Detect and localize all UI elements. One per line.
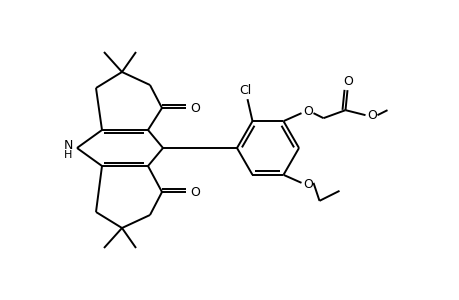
Text: O: O (303, 105, 313, 118)
Text: O: O (190, 101, 200, 115)
Text: Cl: Cl (239, 84, 251, 97)
Text: N: N (63, 139, 73, 152)
Text: O: O (367, 109, 377, 122)
Text: H: H (64, 150, 72, 160)
Text: O: O (190, 185, 200, 199)
Text: O: O (303, 178, 313, 191)
Text: O: O (343, 75, 353, 88)
